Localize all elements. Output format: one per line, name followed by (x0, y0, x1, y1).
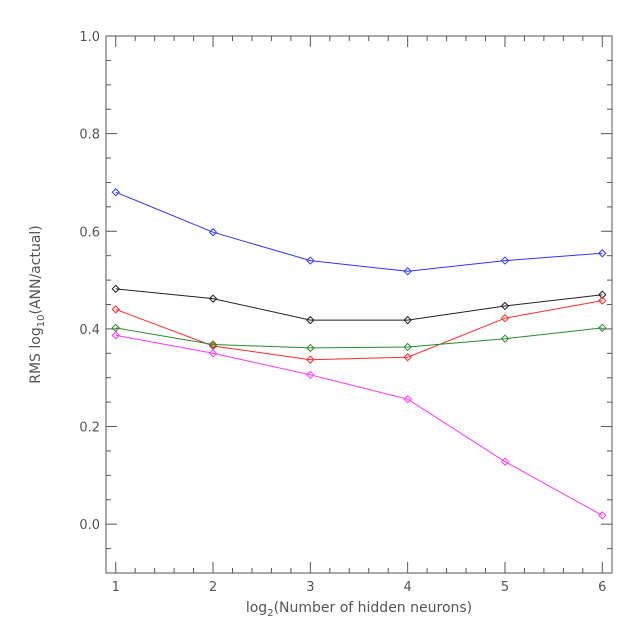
plot-frame (105, 35, 613, 574)
x-tick-label: 1 (112, 580, 120, 595)
series-layer (111, 188, 607, 520)
data-point (500, 334, 510, 343)
y-tick-label: 0.8 (79, 128, 100, 143)
y-tick-label: 0.4 (79, 323, 100, 338)
series-line (115, 327, 603, 349)
data-point (403, 353, 412, 362)
data-point (208, 349, 218, 358)
x-axis-title: log2(Number of hidden neurons) (246, 600, 472, 619)
x-tick-label: 3 (306, 580, 314, 595)
data-point (500, 301, 510, 311)
data-point (598, 296, 607, 305)
series-3 (111, 296, 607, 364)
data-point (403, 342, 412, 352)
x-tick-label: 5 (501, 580, 509, 595)
data-point (111, 305, 120, 314)
y-tick-label: 0.2 (79, 421, 100, 436)
x-tick-label: 2 (209, 580, 217, 595)
data-point (208, 228, 218, 237)
x-tick-label: 6 (598, 580, 606, 595)
series-line (115, 334, 603, 516)
series-line (115, 191, 603, 272)
data-point (208, 294, 218, 303)
data-point (306, 370, 315, 380)
data-point (598, 511, 607, 520)
data-point (111, 331, 120, 340)
data-point (403, 395, 412, 404)
tick-labels: 1 2 3 4 5 6 0.0 0.2 0.4 0.6 0.8 1.0 (79, 30, 606, 595)
data-point (306, 355, 315, 364)
series-line (115, 300, 603, 361)
axis-ticks (106, 35, 612, 574)
series-line (115, 288, 603, 321)
y-tick-label: 0.6 (79, 225, 100, 240)
series-2 (111, 284, 607, 325)
y-tick-label: 0.0 (79, 518, 100, 533)
data-point (500, 457, 510, 466)
data-point (403, 315, 412, 325)
x-tick-label: 4 (404, 580, 412, 595)
data-point (111, 284, 120, 294)
y-tick-label: 1.0 (79, 30, 100, 45)
data-point (306, 343, 315, 353)
data-point (208, 340, 218, 349)
y-axis-title: RMS log10(ANN/actual) (28, 225, 47, 384)
series-4 (111, 323, 607, 353)
data-point (500, 313, 510, 323)
series-5 (111, 331, 607, 520)
data-point (500, 256, 510, 265)
data-point (306, 256, 315, 265)
data-point (306, 315, 315, 325)
data-point (403, 267, 412, 276)
data-point (598, 249, 607, 258)
data-point (111, 188, 120, 197)
series-1 (111, 188, 607, 276)
data-point (598, 290, 607, 299)
data-point (598, 323, 607, 333)
